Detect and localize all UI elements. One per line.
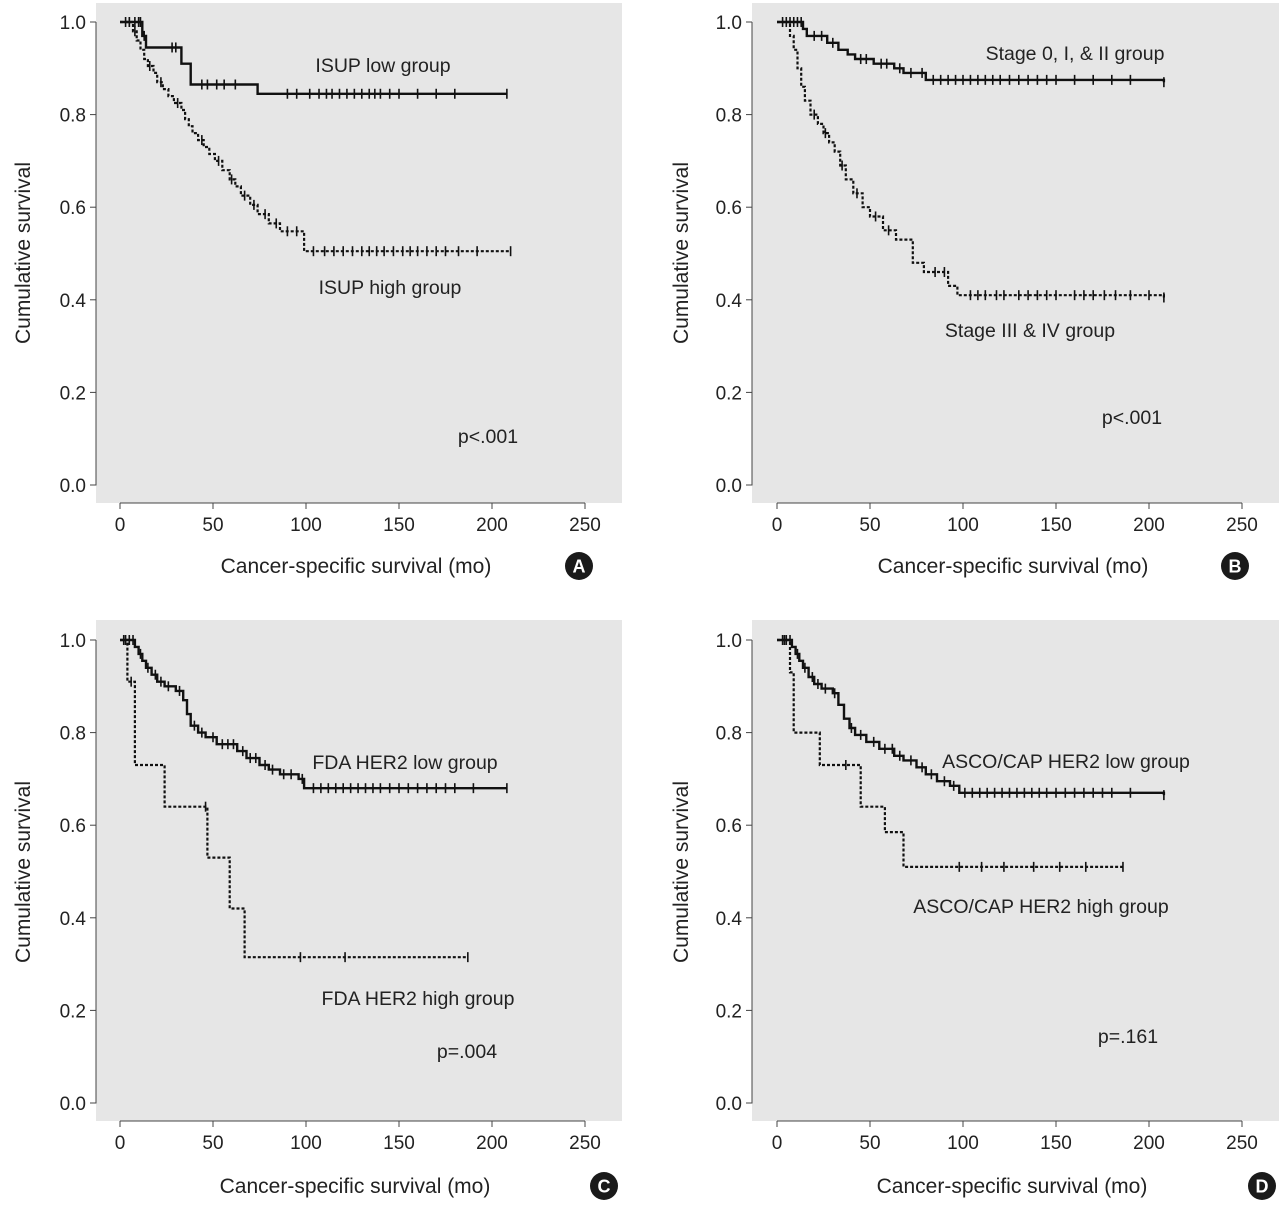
y-tick-label: 0.4 xyxy=(60,909,87,930)
y-tick-label: 0.8 xyxy=(716,106,742,127)
panel-badge: B xyxy=(1221,552,1249,580)
p-value-label: p<.001 xyxy=(458,426,518,448)
plot-area xyxy=(752,620,1279,1121)
y-tick-label: 0.0 xyxy=(716,476,742,497)
x-tick-label: 250 xyxy=(1226,1133,1258,1154)
x-tick-label: 0 xyxy=(115,515,126,536)
p-value-label: p=.004 xyxy=(437,1041,497,1063)
x-tick-label: 100 xyxy=(947,515,979,536)
y-tick-label: 0.2 xyxy=(60,383,86,404)
series-line-dashed xyxy=(120,638,468,959)
x-axis-title: Cancer-specific survival (mo) xyxy=(220,1175,491,1198)
y-tick-label: 0.4 xyxy=(716,909,743,930)
x-tick-label: 50 xyxy=(202,515,223,536)
panel-badge-letter: A xyxy=(573,557,586,577)
panel-badge-circle xyxy=(1221,552,1249,580)
group-label: ASCO/CAP HER2 high group xyxy=(913,896,1169,918)
x-tick-label: 50 xyxy=(202,1133,223,1154)
plot-area xyxy=(96,620,622,1121)
y-axis-title: Cumulative survival xyxy=(12,781,35,963)
y-tick-label: 1.0 xyxy=(716,631,742,652)
y-tick-label: 0.8 xyxy=(60,106,86,127)
panel-badge-circle xyxy=(590,1172,618,1200)
x-axis-title: Cancer-specific survival (mo) xyxy=(878,555,1149,578)
series-line-solid xyxy=(777,638,1166,796)
y-tick-label: 0.2 xyxy=(60,1001,86,1022)
x-tick-label: 100 xyxy=(947,1133,979,1154)
y-tick-label: 0.8 xyxy=(716,724,742,745)
group-label: ISUP high group xyxy=(319,277,462,299)
x-tick-label: 50 xyxy=(859,1133,880,1154)
y-tick-label: 0.4 xyxy=(716,291,743,312)
y-tick-label: 0.2 xyxy=(716,383,742,404)
y-tick-label: 0.0 xyxy=(716,1094,742,1115)
panel-badge-letter: D xyxy=(1256,1177,1269,1197)
y-tick-label: 0.6 xyxy=(716,198,742,219)
x-tick-label: 0 xyxy=(772,515,783,536)
chart-panel-b: 0.0 0.2 0.4 0.6 0.8 1.0 0 50 100 150 200 250 Cumulat… xyxy=(670,3,1279,580)
x-tick-label: 100 xyxy=(290,515,322,536)
group-label: FDA HER2 high group xyxy=(322,988,515,1010)
x-tick-label: 150 xyxy=(1040,1133,1072,1154)
y-axis-title: Cumulative survival xyxy=(670,162,693,344)
series-line-dashed xyxy=(120,20,511,253)
series-line-dashed xyxy=(777,638,1123,868)
group-label: ISUP low group xyxy=(315,55,450,77)
y-tick-label: 1.0 xyxy=(716,13,742,34)
series-line-solid xyxy=(120,20,507,95)
x-tick-label: 0 xyxy=(115,1133,126,1154)
y-tick-label: 0.6 xyxy=(60,816,86,837)
x-tick-label: 150 xyxy=(1040,515,1072,536)
y-tick-label: 0.4 xyxy=(60,291,87,312)
group-label: ASCO/CAP HER2 low group xyxy=(942,751,1190,773)
x-axis-title: Cancer-specific survival (mo) xyxy=(221,555,492,578)
y-tick-label: 1.0 xyxy=(60,631,86,652)
x-tick-label: 200 xyxy=(476,515,508,536)
p-value-label: p<.001 xyxy=(1102,407,1162,429)
plot-area xyxy=(96,3,622,503)
y-axis-title: Cumulative survival xyxy=(12,162,35,344)
panel-badge: A xyxy=(565,552,593,580)
y-tick-label: 0.6 xyxy=(716,816,742,837)
group-label: Stage III & IV group xyxy=(945,320,1115,342)
panel-badge: C xyxy=(590,1172,618,1200)
x-tick-label: 200 xyxy=(476,1133,508,1154)
p-value-label: p=.161 xyxy=(1098,1026,1158,1048)
x-tick-label: 250 xyxy=(569,1133,601,1154)
y-tick-label: 0.6 xyxy=(60,198,86,219)
chart-panel-d: 0.0 0.2 0.4 0.6 0.8 1.0 0 50 100 150 200 250 Cumulat… xyxy=(670,620,1279,1200)
panel-badge: D xyxy=(1248,1172,1276,1200)
panel-badge-letter: B xyxy=(1229,557,1242,577)
x-tick-label: 0 xyxy=(772,1133,783,1154)
x-tick-label: 200 xyxy=(1133,1133,1165,1154)
x-tick-label: 100 xyxy=(290,1133,322,1154)
x-tick-label: 50 xyxy=(859,515,880,536)
chart-panel-a: 0.0 0.2 0.4 0.6 0.8 1.0 0 50 100 150 200 250 Cumulat… xyxy=(12,3,622,580)
y-axis-title: Cumulative survival xyxy=(670,781,693,963)
y-tick-label: 0.2 xyxy=(716,1001,742,1022)
x-tick-label: 250 xyxy=(569,515,601,536)
series-line-dashed xyxy=(777,20,1165,298)
x-axis-title: Cancer-specific survival (mo) xyxy=(877,1175,1148,1198)
y-tick-label: 0.0 xyxy=(60,476,86,497)
series-line-solid xyxy=(120,638,507,790)
panel-badge-letter: C xyxy=(598,1177,611,1197)
x-tick-label: 250 xyxy=(1226,515,1258,536)
group-label: Stage 0, I, & II group xyxy=(986,43,1165,65)
y-tick-label: 1.0 xyxy=(60,13,86,34)
x-tick-label: 150 xyxy=(383,1133,415,1154)
y-tick-label: 0.0 xyxy=(60,1094,86,1115)
chart-panel-c: 0.0 0.2 0.4 0.6 0.8 1.0 0 50 100 150 200 250 Cumulat… xyxy=(12,620,622,1200)
group-label: FDA HER2 low group xyxy=(312,752,497,774)
x-tick-label: 200 xyxy=(1133,515,1165,536)
panel-badge-circle xyxy=(1248,1172,1276,1200)
plot-area xyxy=(752,3,1279,503)
x-tick-label: 150 xyxy=(383,515,415,536)
y-tick-label: 0.8 xyxy=(60,724,86,745)
panel-badge-circle xyxy=(565,552,593,580)
